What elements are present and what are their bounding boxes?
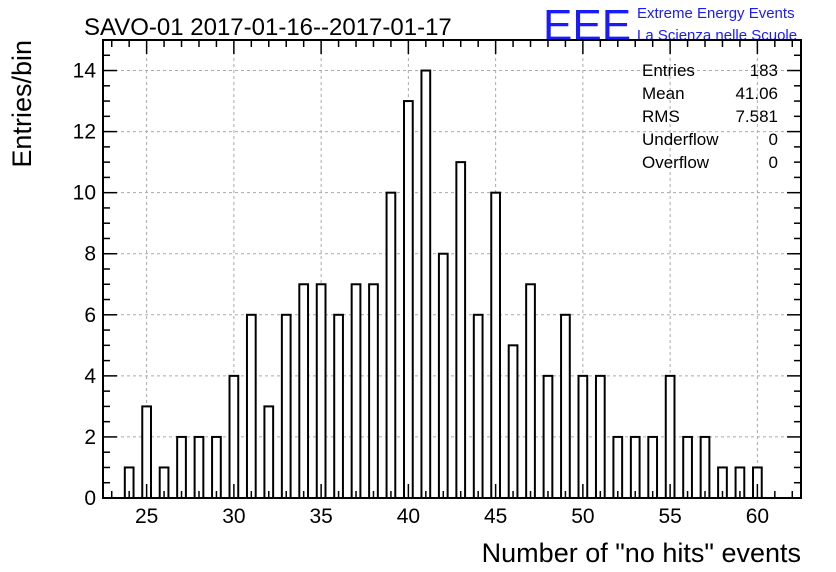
x-tick-label: 35: [309, 505, 332, 528]
histogram-bar: [525, 283, 536, 499]
x-tick-labels: 25 30 35 40 45 50 55 60: [135, 505, 769, 528]
grid-lines: [103, 40, 801, 498]
eee-logo-letters: EEE: [543, 1, 631, 50]
histogram-bars: [123, 69, 763, 500]
histogram-bar: [699, 435, 711, 499]
histogram-bar: [577, 374, 589, 499]
plot-frame: [102, 39, 802, 499]
eee-logo-line1: Extreme Energy Events: [637, 5, 795, 22]
stats-value: 0: [769, 130, 778, 149]
eee-logo-line2: La Scienza nelle Scuole: [637, 27, 797, 44]
histogram-bar: [420, 69, 432, 500]
histogram-bar: [263, 405, 275, 499]
stats-label: Entries: [642, 61, 695, 80]
stats-value: 7.581: [735, 107, 778, 126]
y-tick-label: 2: [84, 426, 96, 449]
histogram-bar: [298, 283, 310, 499]
stats-value: 41.06: [735, 84, 778, 103]
histogram-bar: [472, 313, 484, 499]
histogram-bar: [385, 191, 397, 500]
stats-value: 183: [750, 61, 778, 80]
histogram-bar: [594, 374, 606, 499]
stats-label: Overflow: [642, 153, 710, 172]
chart-title: SAVO-01 2017-01-16--2017-01-17: [84, 14, 452, 41]
stats-label: Underflow: [642, 130, 719, 149]
y-tick-labels: 0 2 4 6 8 10 12 14: [73, 60, 97, 510]
histogram-bar: [211, 435, 222, 499]
y-tick-label: 10: [73, 182, 96, 205]
y-tick-label: 14: [73, 60, 97, 83]
histogram-bar: [542, 374, 554, 499]
x-tick-label: 25: [135, 505, 158, 528]
histogram-bar: [403, 100, 414, 499]
histogram-bar: [368, 283, 379, 499]
stats-value: 0: [769, 153, 778, 172]
x-tick-label: 40: [397, 505, 420, 528]
x-tick-label: 30: [222, 505, 245, 528]
histogram-bar: [647, 435, 659, 499]
histogram-bar: [455, 161, 467, 499]
x-tick-label: 55: [658, 505, 681, 528]
stats-label: RMS: [642, 107, 680, 126]
axis-ticks: [103, 39, 801, 499]
histogram-bar: [176, 435, 187, 499]
y-axis-title: Entries/bin: [7, 40, 37, 168]
histogram-bar: [490, 191, 501, 500]
histogram-bar: [245, 313, 257, 499]
histogram-bar: [280, 313, 292, 499]
y-tick-label: 12: [73, 121, 96, 144]
histogram-bar: [629, 435, 641, 499]
histogram-bar: [507, 344, 519, 500]
histogram-bar: [333, 313, 344, 499]
histogram-bar: [350, 283, 362, 499]
histogram-bar: [193, 435, 205, 499]
y-tick-label: 6: [84, 304, 96, 327]
x-tick-label: 60: [746, 505, 769, 528]
x-tick-label: 45: [484, 505, 507, 528]
histogram-bar: [682, 435, 693, 499]
stats-box: Entries 183 Mean 41.06 RMS 7.581 Underflow 0 Ove…: [642, 61, 778, 172]
y-tick-label: 0: [84, 487, 96, 510]
histogram-bar: [315, 283, 327, 499]
histogram-bar: [437, 252, 449, 499]
histogram-bar: [228, 374, 240, 499]
x-tick-label: 50: [571, 505, 594, 528]
histogram-bar: [612, 435, 624, 499]
histogram-bar: [664, 374, 676, 499]
x-axis-title: Number of "no hits" events: [482, 538, 801, 568]
histogram-bar: [560, 313, 571, 499]
y-tick-label: 4: [84, 365, 96, 388]
stats-label: Mean: [642, 84, 685, 103]
y-tick-label: 8: [84, 243, 96, 266]
